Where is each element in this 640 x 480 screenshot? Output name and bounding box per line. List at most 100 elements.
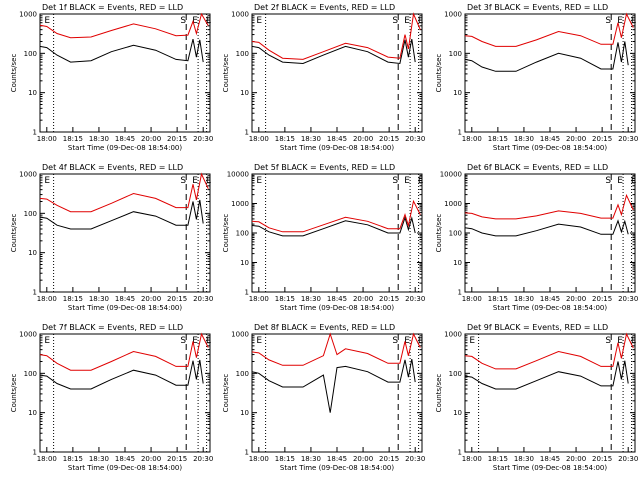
y-axis-label: Counts/sec [10, 54, 18, 93]
panel-title: Det 8f BLACK = Events, RED = LLD [254, 323, 395, 332]
panel-title: Det 2f BLACK = Events, RED = LLD [254, 3, 395, 12]
x-axis-label: Start Time (09-Dec-08 18:54:00) [493, 144, 607, 152]
event-marker-label: L [206, 16, 211, 26]
events-series-line [251, 359, 416, 413]
lld-series-line [251, 199, 421, 233]
x-tick-label: 18:15 [488, 295, 508, 303]
event-marker-label: E [469, 336, 475, 346]
events-series-line [251, 39, 416, 65]
lld-series-line [251, 332, 421, 366]
y-tick-label: 100 [449, 50, 462, 58]
panel-title: Det 3f BLACK = Events, RED = LLD [467, 3, 608, 12]
lld-series-line [464, 193, 634, 220]
x-tick-label: 20:00 [353, 455, 373, 463]
y-tick-label: 100 [449, 230, 462, 238]
x-tick-label: 20:15 [592, 295, 612, 303]
x-axis-label: Start Time (09-Dec-08 18:54:00) [68, 304, 182, 312]
y-axis-label: Counts/sec [435, 54, 443, 93]
y-tick-label: 1000 [19, 11, 37, 19]
plot-frame [464, 173, 636, 293]
event-marker-label: L [418, 16, 423, 26]
x-tick-label: 18:30 [89, 295, 109, 303]
event-marker-label: E [256, 16, 262, 26]
x-tick-label: 18:00 [462, 455, 482, 463]
event-marker-label: S [392, 176, 398, 186]
x-tick-label: 18:00 [249, 295, 269, 303]
y-tick-label: 1 [245, 289, 249, 297]
y-axis-label: Counts/sec [435, 214, 443, 253]
y-tick-label: 1000 [444, 331, 462, 339]
event-marker-label: S [605, 176, 611, 186]
x-tick-label: 18:00 [37, 295, 57, 303]
x-tick-label: 20:00 [141, 455, 161, 463]
events-series-line [464, 360, 629, 390]
x-tick-label: 20:15 [167, 295, 187, 303]
event-marker-label: E [404, 16, 410, 26]
y-tick-label: 1 [458, 449, 462, 457]
y-axis-label: Counts/sec [222, 54, 230, 93]
plot-frame [464, 13, 636, 133]
x-tick-label: 20:15 [379, 455, 399, 463]
x-tick-label: 18:15 [275, 135, 295, 143]
x-tick-label: 20:00 [353, 295, 373, 303]
x-tick-label: 18:30 [89, 455, 109, 463]
event-marker-label: S [180, 16, 186, 26]
event-marker-label: E [617, 176, 623, 186]
y-axis-label: Counts/sec [10, 374, 18, 413]
x-tick-label: 20:30 [618, 455, 638, 463]
lld-series-line [464, 12, 634, 47]
y-axis-label: Counts/sec [222, 374, 230, 413]
x-tick-label: 18:15 [63, 455, 83, 463]
plot-frame [251, 333, 423, 453]
panel-title: Det 5f BLACK = Events, RED = LLD [254, 163, 395, 172]
plot-frame [39, 333, 211, 453]
x-tick-label: 20:30 [618, 135, 638, 143]
y-tick-label: 10 [240, 89, 249, 97]
y-tick-label: 100 [236, 50, 249, 58]
x-tick-label: 20:00 [353, 135, 373, 143]
panel-title: Det 6f BLACK = Events, RED = LLD [467, 163, 608, 172]
event-marker-label: E [404, 336, 410, 346]
x-tick-label: 20:00 [566, 135, 586, 143]
x-tick-label: 18:00 [249, 455, 269, 463]
x-axis-label: Start Time (09-Dec-08 18:54:00) [493, 464, 607, 472]
x-tick-label: 18:30 [301, 295, 321, 303]
y-tick-label: 100 [24, 210, 37, 218]
events-series-line [251, 216, 416, 237]
event-marker-label: L [418, 336, 423, 346]
event-marker-label: L [631, 176, 636, 186]
plot-frame [39, 13, 211, 133]
y-tick-label: 1 [33, 449, 37, 457]
x-axis-label: Start Time (09-Dec-08 18:54:00) [280, 464, 394, 472]
y-tick-label: 1000 [444, 200, 462, 208]
y-tick-label: 1000 [444, 11, 462, 19]
y-tick-label: 10 [28, 89, 37, 97]
x-axis-label: Start Time (09-Dec-08 18:54:00) [68, 464, 182, 472]
y-tick-label: 100 [449, 370, 462, 378]
x-tick-label: 18:45 [327, 295, 347, 303]
event-marker-label: E [192, 176, 198, 186]
x-tick-label: 20:30 [405, 295, 425, 303]
event-marker-label: E [44, 16, 50, 26]
y-tick-label: 1000 [19, 171, 37, 179]
x-tick-label: 20:15 [592, 135, 612, 143]
x-tick-label: 20:30 [405, 455, 425, 463]
events-series-line [39, 199, 204, 230]
y-tick-label: 10 [28, 409, 37, 417]
y-tick-label: 1 [245, 449, 249, 457]
x-tick-label: 18:15 [488, 135, 508, 143]
x-tick-label: 20:30 [193, 135, 213, 143]
x-axis-label: Start Time (09-Dec-08 18:54:00) [68, 144, 182, 152]
y-tick-label: 100 [24, 50, 37, 58]
x-tick-label: 18:45 [540, 295, 560, 303]
lld-series-line [39, 12, 209, 39]
y-tick-label: 1000 [231, 11, 249, 19]
y-tick-label: 1 [33, 129, 37, 137]
lld-series-line [39, 172, 209, 213]
x-tick-label: 20:15 [592, 455, 612, 463]
y-tick-label: 1 [33, 289, 37, 297]
y-tick-label: 100 [236, 370, 249, 378]
event-marker-label: E [44, 336, 50, 346]
y-tick-label: 1 [245, 129, 249, 137]
